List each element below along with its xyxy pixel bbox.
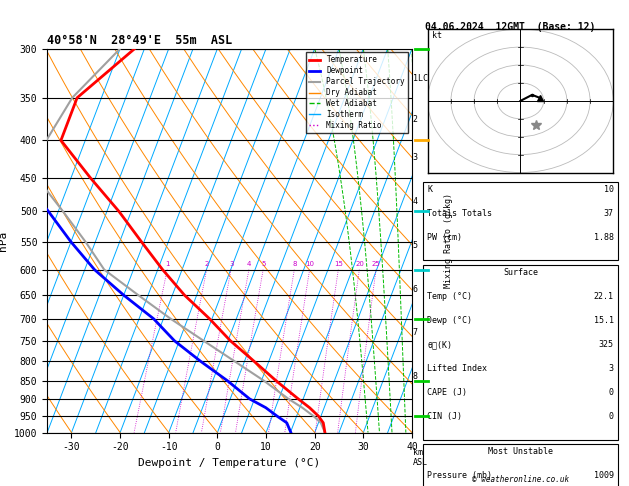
Text: 37: 37	[604, 209, 614, 218]
Text: 04.06.2024  12GMT  (Base: 12): 04.06.2024 12GMT (Base: 12)	[425, 22, 595, 32]
Text: θᴇ(K): θᴇ(K)	[427, 340, 452, 349]
Text: km
ASL: km ASL	[413, 448, 428, 468]
Text: PW (cm): PW (cm)	[427, 233, 462, 243]
Text: 10: 10	[306, 261, 314, 267]
Text: Pressure (mb): Pressure (mb)	[427, 471, 493, 480]
Text: CAPE (J): CAPE (J)	[427, 388, 467, 398]
Text: Totals Totals: Totals Totals	[427, 209, 493, 218]
Text: 22.1: 22.1	[594, 292, 614, 301]
Text: kt: kt	[431, 31, 442, 40]
Text: Mixing Ratio (g/kg): Mixing Ratio (g/kg)	[444, 193, 453, 288]
Text: 20: 20	[355, 261, 364, 267]
Text: 1.88: 1.88	[594, 233, 614, 243]
Text: © weatheronline.co.uk: © weatheronline.co.uk	[472, 474, 569, 484]
Text: Surface: Surface	[503, 268, 538, 277]
Text: 4: 4	[413, 196, 418, 206]
Text: 1LCL: 1LCL	[413, 74, 433, 83]
Text: Most Unstable: Most Unstable	[488, 447, 553, 456]
Text: 7: 7	[413, 329, 418, 337]
Text: 325: 325	[599, 340, 614, 349]
Text: 1: 1	[165, 261, 170, 267]
Text: 15.1: 15.1	[594, 316, 614, 325]
Text: 6: 6	[413, 285, 418, 294]
Text: 2: 2	[413, 115, 418, 124]
Text: 10: 10	[604, 185, 614, 194]
Text: 8: 8	[413, 372, 418, 381]
Text: 0: 0	[609, 413, 614, 421]
Text: 40°58'N  28°49'E  55m  ASL: 40°58'N 28°49'E 55m ASL	[47, 35, 233, 48]
Text: K: K	[427, 185, 432, 194]
Text: Temp (°C): Temp (°C)	[427, 292, 472, 301]
Text: 1009: 1009	[594, 471, 614, 480]
Text: 4: 4	[247, 261, 252, 267]
Text: 0: 0	[609, 388, 614, 398]
Text: Lifted Index: Lifted Index	[427, 364, 487, 373]
Text: 25: 25	[372, 261, 381, 267]
Legend: Temperature, Dewpoint, Parcel Trajectory, Dry Adiabat, Wet Adiabat, Isotherm, Mi: Temperature, Dewpoint, Parcel Trajectory…	[306, 52, 408, 133]
Text: 3: 3	[229, 261, 234, 267]
Text: 5: 5	[262, 261, 266, 267]
Text: CIN (J): CIN (J)	[427, 413, 462, 421]
Text: 2: 2	[205, 261, 209, 267]
Text: Dewp (°C): Dewp (°C)	[427, 316, 472, 325]
Text: 3: 3	[609, 364, 614, 373]
Text: 5: 5	[413, 241, 418, 250]
Text: 8: 8	[292, 261, 297, 267]
Y-axis label: hPa: hPa	[0, 230, 8, 251]
Text: 15: 15	[334, 261, 343, 267]
X-axis label: Dewpoint / Temperature (°C): Dewpoint / Temperature (°C)	[138, 458, 321, 468]
Text: 3: 3	[413, 153, 418, 162]
